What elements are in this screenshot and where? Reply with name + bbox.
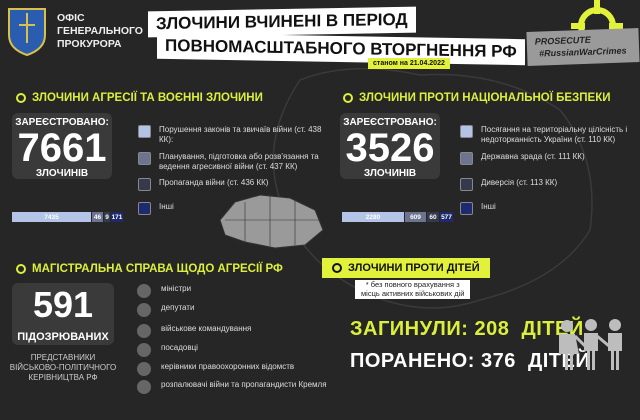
crosshair-icon xyxy=(16,93,26,103)
bar-segment: 60 xyxy=(427,212,440,222)
list-item: міністри xyxy=(161,284,192,293)
crosshair-icon xyxy=(16,264,26,274)
suspects-note: ПРЕДСТАВНИКИ ВІЙСЬКОВО-ПОЛІТИЧНОГО КЕРІВНИ… xyxy=(9,353,117,382)
prosecutor-emblem xyxy=(8,8,46,57)
legend-item: Порушення законів та звичаїв війни (ст. … xyxy=(159,125,322,144)
prosecute-badge: PROSECUTE #RussianWarCrimes xyxy=(526,28,640,66)
legend-item: Посягання на територіальну цілісність і … xyxy=(481,125,628,144)
bar-segment: 46 xyxy=(92,212,104,222)
children-injured: ПОРАНЕНО: 376 ДІТЕЙ xyxy=(350,350,591,372)
suspects-categories: міністри депутати військове командування… xyxy=(137,284,327,394)
suspects-box: 591 ПІДОЗРЮВАНИХ xyxy=(12,283,114,345)
legend-item: Пропаганда війни (ст. 436 КК) xyxy=(159,178,269,187)
bar-segment: 577 xyxy=(440,212,454,222)
legend-item: Державна зрада (ст. 111 КК) xyxy=(481,152,585,161)
security-heading: ЗЛОЧИНИ ПРОТИ НАЦІОНАЛЬНОЇ БЕЗПЕКИ xyxy=(343,92,610,104)
bar-segment: 7435 xyxy=(12,212,92,222)
legend-item: Диверсія (ст. 113 КК) xyxy=(481,178,558,187)
list-item: розпалювачі війни та пропагандисти Кремл… xyxy=(161,380,327,389)
bar-segment: 2280 xyxy=(342,212,405,222)
aggression-heading: ЗЛОЧИНИ АГРЕСІЇ ТА ВОЄННІ ЗЛОЧИНИ xyxy=(16,92,263,104)
registered-label: ЗАРЕЄСТРОВАНО: xyxy=(15,117,109,128)
list-item: депутати xyxy=(161,303,195,312)
legend-item: Інші xyxy=(159,202,174,211)
children-icon xyxy=(559,319,622,370)
security-legend: Посягання на територіальну цілісність і … xyxy=(460,125,640,215)
crosshair-icon xyxy=(343,93,353,103)
aggression-bar: 7435 46 9 171 xyxy=(12,212,124,222)
list-item: керівники правоохоронних відомств xyxy=(161,362,295,371)
count: 3526 xyxy=(345,126,435,170)
unit: ЗЛОЧИНІВ xyxy=(363,168,417,179)
registered-label: ЗАРЕЄСТРОВАНО: xyxy=(343,117,437,128)
aggression-count-box: ЗАРЕЄСТРОВАНО: 7661 ЗЛОЧИНІВ xyxy=(12,113,112,179)
date-tag: станом на 21.04.2022 xyxy=(368,58,450,69)
bar-segment: 171 xyxy=(111,212,124,222)
aggression-legend: Порушення законів та звичаїв війни (ст. … xyxy=(138,125,333,215)
list-item: посадовці xyxy=(161,343,198,352)
crosshair-icon xyxy=(332,263,342,273)
children-heading: ЗЛОЧИНИ ПРОТИ ДІТЕЙ xyxy=(322,258,490,278)
main-case-heading: МАГІСТРАЛЬНА СПРАВА ЩОДО АГРЕСІЇ РФ xyxy=(16,263,283,275)
unit: ЗЛОЧИНІВ xyxy=(35,168,89,179)
security-bar: 2280 609 60 577 xyxy=(342,212,454,222)
count: 591 xyxy=(32,284,94,325)
security-count-box: ЗАРЕЄСТРОВАНО: 3526 ЗЛОЧИНІВ xyxy=(340,113,440,179)
bar-segment: 9 xyxy=(104,212,111,222)
children-killed: ЗАГИНУЛИ: 208 ДІТЕЙ xyxy=(350,318,584,340)
count: 7661 xyxy=(17,126,107,170)
bar-segment: 609 xyxy=(405,212,427,222)
legend-item: Інші xyxy=(481,202,496,211)
ukraine-regions-map xyxy=(219,194,324,249)
legend-item: Планування, підготовка або розв'язання т… xyxy=(159,152,319,171)
unit: ПІДОЗРЮВАНИХ xyxy=(17,331,109,343)
children-note: * без повного врахування з місць активних… xyxy=(355,280,471,299)
list-item: військове командування xyxy=(161,324,252,333)
org-name: ОФІС ГЕНЕРАЛЬНОГО ПРОКУРОРА xyxy=(57,12,143,50)
